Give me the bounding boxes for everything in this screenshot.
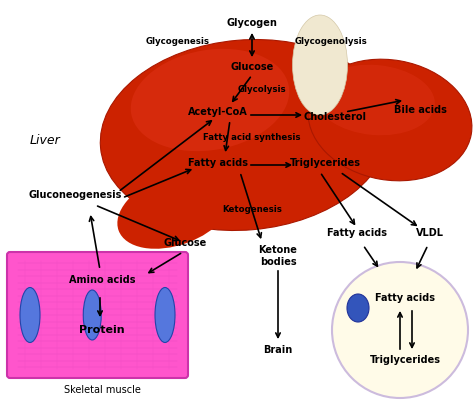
Text: Glycogenolysis: Glycogenolysis <box>295 37 368 46</box>
Text: Glycogen: Glycogen <box>227 18 277 28</box>
Text: Ketogenesis: Ketogenesis <box>222 205 282 214</box>
Ellipse shape <box>118 171 233 249</box>
Text: Ketone
bodies: Ketone bodies <box>258 245 298 267</box>
Ellipse shape <box>155 287 175 343</box>
Text: Fatty acid synthesis: Fatty acid synthesis <box>203 133 301 142</box>
Text: Liver: Liver <box>29 133 60 147</box>
Text: Triglycerides: Triglycerides <box>290 158 361 168</box>
Text: Glucose: Glucose <box>230 62 273 72</box>
Ellipse shape <box>83 290 101 340</box>
Text: Amino acids: Amino acids <box>69 275 135 285</box>
Text: Brain: Brain <box>264 345 292 355</box>
Ellipse shape <box>20 287 40 343</box>
Ellipse shape <box>308 59 472 181</box>
Ellipse shape <box>332 262 468 398</box>
Ellipse shape <box>292 15 347 115</box>
Ellipse shape <box>315 65 435 135</box>
Text: Bile acids: Bile acids <box>393 105 447 115</box>
Text: Triglycerides: Triglycerides <box>370 355 440 365</box>
Text: Gluconeogenesis: Gluconeogenesis <box>28 190 122 200</box>
Text: VLDL: VLDL <box>416 228 444 238</box>
Text: Glucose: Glucose <box>164 238 207 248</box>
Text: Acetyl-CoA: Acetyl-CoA <box>188 107 248 117</box>
Ellipse shape <box>347 294 369 322</box>
Text: Protein: Protein <box>79 325 125 335</box>
Ellipse shape <box>100 39 390 231</box>
FancyBboxPatch shape <box>7 252 188 378</box>
Text: Fatty acids: Fatty acids <box>327 228 387 238</box>
Text: Fatty acids: Fatty acids <box>375 293 435 303</box>
Ellipse shape <box>131 49 289 151</box>
Text: Glycogenesis: Glycogenesis <box>146 37 210 46</box>
Text: Glycolysis: Glycolysis <box>238 85 287 94</box>
Text: Cholesterol: Cholesterol <box>303 112 366 122</box>
Text: Skeletal muscle: Skeletal muscle <box>64 385 140 395</box>
Text: Fatty acids: Fatty acids <box>188 158 248 168</box>
